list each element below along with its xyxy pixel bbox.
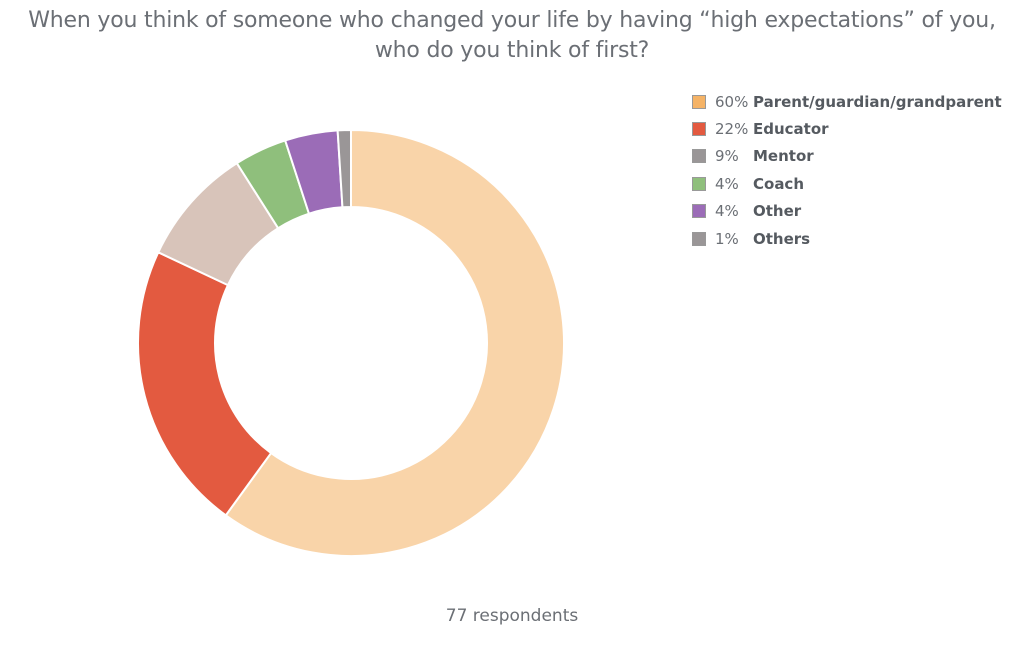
legend-label-others: Others [753, 229, 811, 248]
legend-item-other[interactable]: 4% Other [692, 198, 1002, 225]
legend-percent-parent: 60% [715, 92, 749, 111]
chart-title-line-2: who do you think of first? [374, 38, 650, 63]
legend-percent-others: 1% [715, 229, 739, 248]
legend-swatch-educator [692, 122, 706, 137]
legend-swatch-other [692, 204, 706, 219]
legend-swatch-parent [692, 94, 706, 109]
donut-slice-parent[interactable] [224, 128, 565, 557]
legend-item-others[interactable]: 1% Others [692, 225, 1002, 252]
legend-swatch-mentor [692, 149, 706, 164]
donut-slice-educator[interactable] [137, 250, 273, 517]
legend-percent-other: 4% [715, 202, 739, 221]
legend-label-mentor: Mentor [753, 147, 814, 166]
legend: 60% Parent/guardian/grandparent 22% Educ… [692, 88, 1002, 252]
legend-swatch-others [692, 231, 706, 246]
legend-item-mentor[interactable]: 9% Mentor [692, 143, 1002, 170]
legend-label-other: Other [753, 202, 802, 221]
legend-percent-coach: 4% [715, 174, 739, 193]
donut-slice-others[interactable] [336, 128, 352, 209]
legend-label-parent: Parent/guardian/grandparent [753, 92, 1002, 111]
chart-title: When you think of someone who changed yo… [0, 6, 1024, 66]
legend-percent-mentor: 9% [715, 147, 739, 166]
legend-swatch-coach [692, 176, 706, 191]
legend-item-parent[interactable]: 60% Parent/guardian/grandparent [692, 88, 1002, 115]
legend-label-coach: Coach [753, 174, 805, 193]
legend-item-educator[interactable]: 22% Educator [692, 115, 1002, 142]
legend-percent-educator: 22% [715, 120, 749, 139]
legend-item-coach[interactable]: 4% Coach [692, 170, 1002, 197]
chart-title-line-1: When you think of someone who changed yo… [28, 8, 996, 33]
legend-label-educator: Educator [753, 120, 829, 139]
respondents-count: 77 respondents [445, 606, 579, 626]
